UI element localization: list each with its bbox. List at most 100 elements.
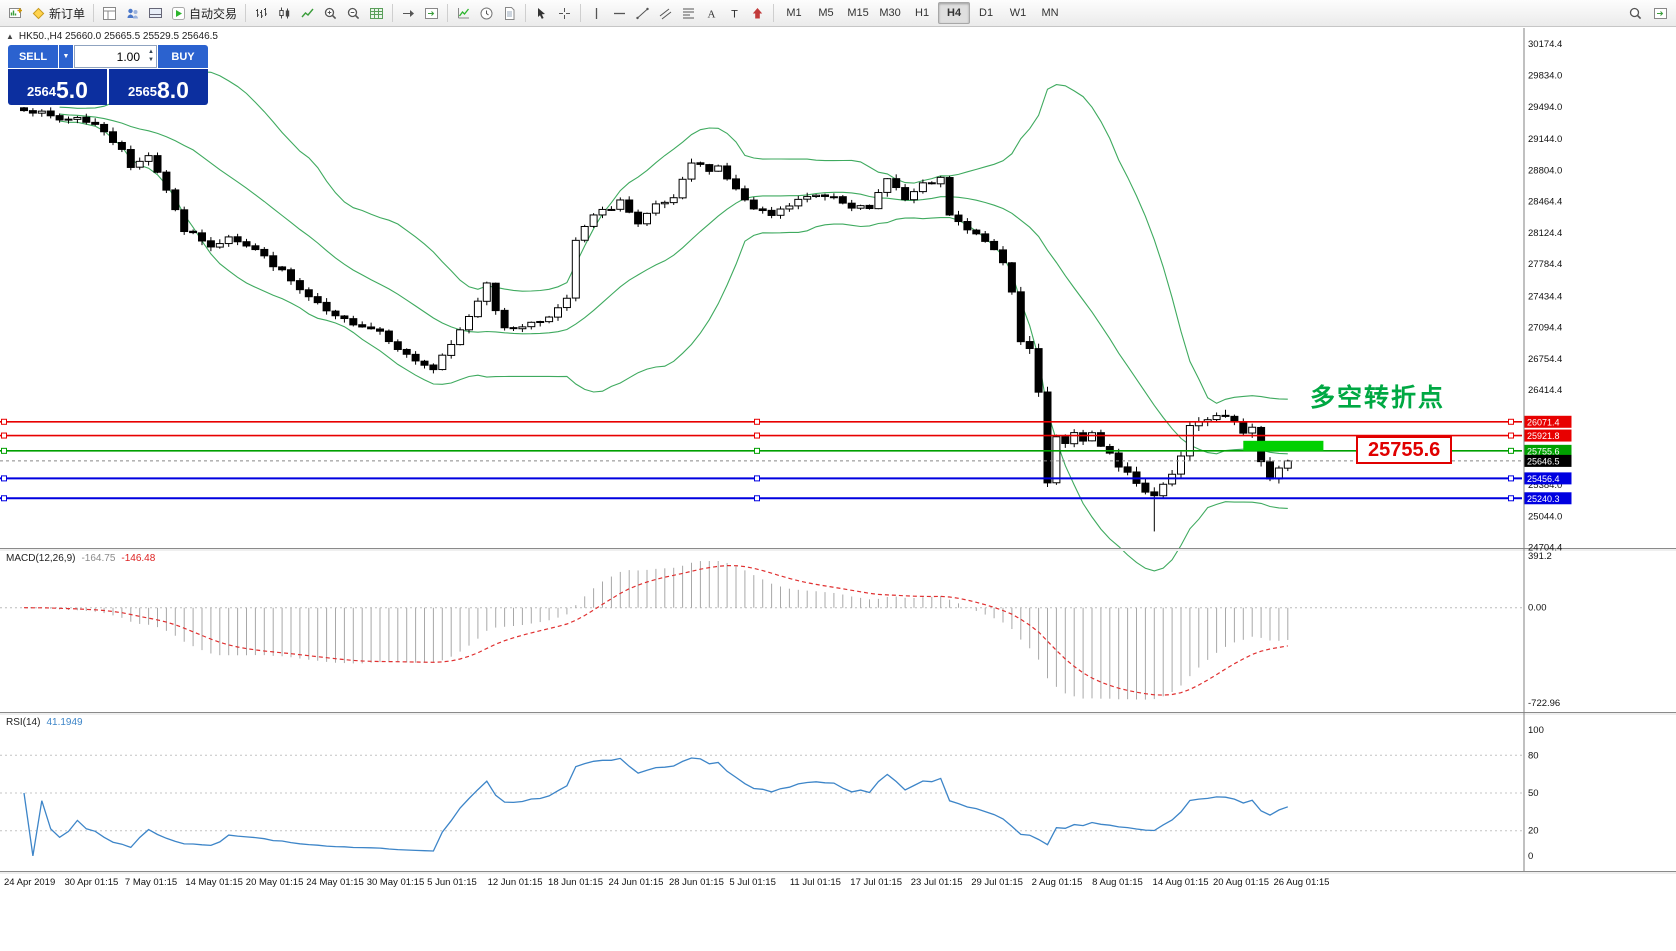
pane-separator-shade (0, 549, 1676, 551)
candle-body (473, 300, 482, 318)
candle-body (625, 199, 634, 213)
support-line-1-handle[interactable] (754, 475, 760, 482)
candle-body (669, 197, 678, 204)
timeframe-m5-button[interactable]: M5 (818, 7, 834, 19)
indicators-button[interactable] (452, 1, 475, 25)
pivot-line-handle[interactable] (1508, 447, 1514, 454)
tile-windows-button[interactable] (365, 1, 388, 25)
volume-up-icon[interactable]: ▲ (148, 49, 154, 55)
pane-separator-macd-rsi[interactable] (0, 712, 1676, 713)
navigator-button[interactable] (121, 1, 144, 25)
macd-indicator-header: MACD(12,26,9) -164.75 -146.48 (6, 553, 155, 564)
pivot-line-handle[interactable] (1, 447, 7, 454)
svg-text:28 Jun 01:15: 28 Jun 01:15 (669, 877, 724, 888)
candle-body (206, 240, 215, 248)
text-label-button[interactable]: T (723, 1, 746, 25)
candle-body (1177, 455, 1185, 475)
bar-chart-button[interactable] (250, 1, 273, 25)
crosshair-button[interactable] (553, 1, 576, 25)
timeframe-h1-button[interactable]: H1 (915, 7, 930, 19)
buy-price-display[interactable]: 2565 8.0 (109, 69, 208, 105)
highlight-bar[interactable] (1243, 440, 1324, 451)
terminal-button[interactable] (144, 1, 167, 25)
candle-body (972, 229, 981, 235)
macd-signal-value: -146.48 (121, 553, 156, 564)
vertical-line-button[interactable] (585, 1, 608, 25)
timeframe-mn-button[interactable]: MN (1041, 7, 1059, 19)
quick-navigation-button[interactable] (1649, 1, 1672, 25)
timeframe-h4-button[interactable]: H4 (938, 2, 971, 24)
fibonacci-button[interactable] (677, 1, 700, 25)
bollinger-upper-band (59, 71, 1288, 404)
volume-down-icon[interactable]: ▼ (148, 57, 154, 63)
svg-text:0.00: 0.00 (1528, 603, 1547, 614)
timeframe-m1-button[interactable]: M1 (786, 7, 802, 19)
line-chart-button[interactable] (296, 1, 319, 25)
new-order-button[interactable]: 新订单 (27, 1, 89, 25)
resistance-line-2-handle[interactable] (1, 432, 7, 439)
price-callout-box[interactable]: 25755.6 (1356, 436, 1453, 464)
collapse-panel-icon[interactable]: ▲ (6, 32, 14, 41)
timeframe-m15-button[interactable]: M15 (847, 7, 869, 19)
candle-body (874, 192, 883, 210)
trendline-button[interactable] (631, 1, 654, 25)
search-button[interactable] (1624, 1, 1647, 25)
arrows-button[interactable] (746, 1, 769, 25)
auto-scroll-button[interactable] (397, 1, 420, 25)
sell-price-small: 2564 (27, 84, 56, 99)
candle-body (1052, 436, 1061, 484)
candle-body (705, 164, 714, 172)
resistance-line-2-handle[interactable] (754, 432, 760, 439)
timeframe-d1-button[interactable]: D1 (979, 7, 994, 19)
periods-button[interactable] (475, 1, 498, 25)
svg-text:24704.4: 24704.4 (1528, 543, 1562, 554)
candle-body (1034, 348, 1043, 393)
support-line-2-handle[interactable] (1508, 495, 1514, 502)
order-options-dropdown[interactable]: ▼ (59, 45, 73, 68)
data-window-button[interactable] (98, 1, 121, 25)
horizontal-line-button[interactable] (608, 1, 631, 25)
cursor-button[interactable] (530, 1, 553, 25)
new-chart-button[interactable] (4, 1, 27, 25)
chart-shift-button[interactable] (420, 1, 443, 25)
label-flag-icon: T (731, 8, 738, 20)
candle-body (812, 194, 821, 198)
zoom-in-button[interactable] (319, 1, 342, 25)
candlestick-chart-button[interactable] (273, 1, 296, 25)
resistance-line-2-handle[interactable] (1508, 432, 1514, 439)
resistance-line-1-handle[interactable] (754, 418, 760, 425)
templates-icon (505, 6, 515, 20)
pane-separator-main-macd[interactable] (0, 548, 1676, 549)
sell-price-display[interactable]: 2564 5.0 (8, 69, 107, 105)
sell-button[interactable]: SELL (8, 45, 58, 68)
support-line-2-handle[interactable] (754, 495, 760, 502)
zoom-out-button[interactable] (342, 1, 365, 25)
volume-input[interactable] (75, 48, 156, 65)
svg-text:20 Aug 01:15: 20 Aug 01:15 (1213, 877, 1269, 888)
support-line-1-handle[interactable] (1508, 475, 1514, 482)
candle-body (1283, 460, 1292, 469)
templates-button[interactable] (498, 1, 521, 25)
equidistant-channel-button[interactable] (654, 1, 677, 25)
autotrading-button[interactable]: 自动交易 (167, 1, 241, 25)
svg-text:8 Aug 01:15: 8 Aug 01:15 (1092, 877, 1143, 888)
candle-body (1230, 415, 1239, 423)
candle-body (1266, 461, 1274, 480)
timeframe-m30-button[interactable]: M30 (879, 7, 901, 19)
support-line-1-handle[interactable] (1, 475, 7, 482)
buy-button[interactable]: BUY (158, 45, 208, 68)
turning-point-annotation[interactable]: 多空转折点 (1310, 384, 1446, 412)
candle-body (393, 341, 402, 350)
support-line-2-handle[interactable] (1, 495, 7, 502)
pane-separator-rsi-timeline[interactable] (0, 871, 1676, 872)
text-button[interactable]: A (700, 1, 723, 25)
svg-text:25240.3: 25240.3 (1527, 494, 1560, 504)
macd-title: MACD(12,26,9) (6, 553, 76, 564)
candle-body (554, 307, 562, 318)
resistance-line-1-handle[interactable] (1508, 418, 1514, 425)
resistance-line-1-handle[interactable] (1, 418, 7, 425)
pivot-line-handle[interactable] (754, 447, 760, 454)
timeframe-w1-button[interactable]: W1 (1009, 7, 1027, 19)
